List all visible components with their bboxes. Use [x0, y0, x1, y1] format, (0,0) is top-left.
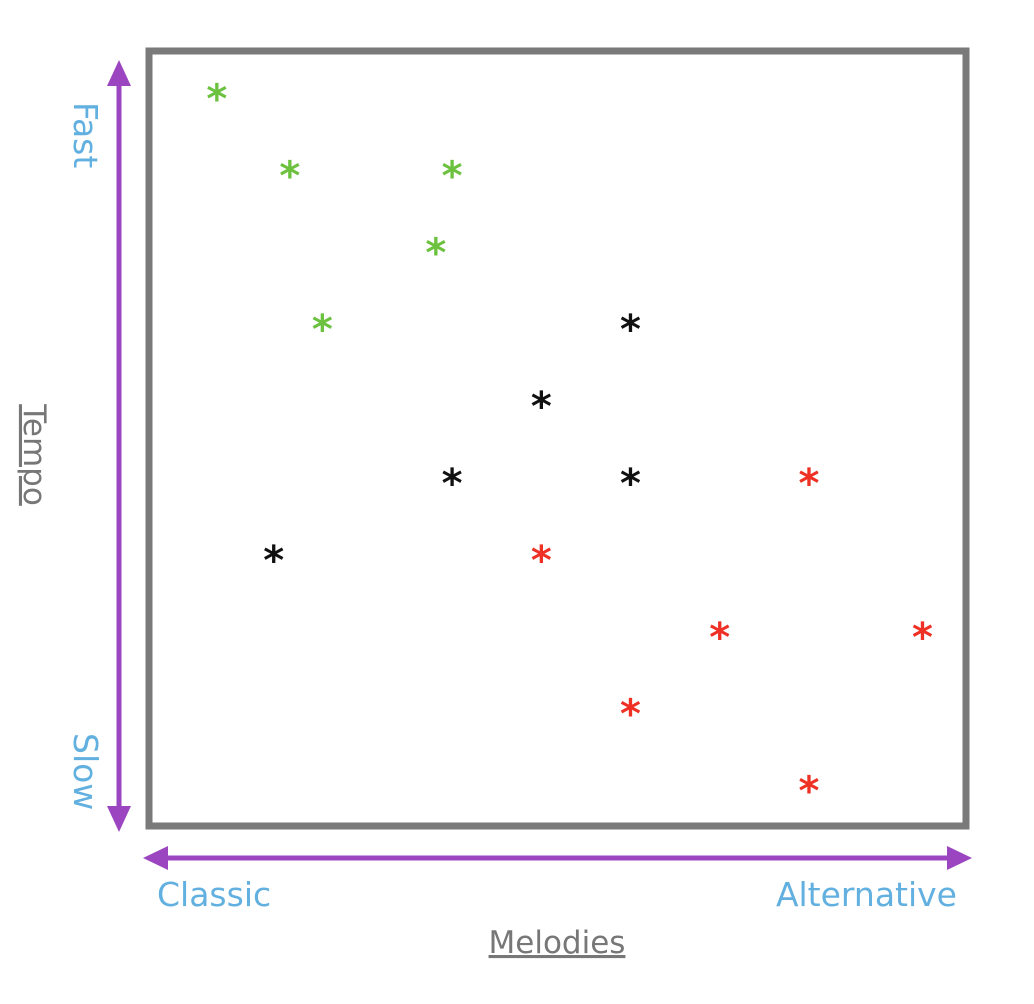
- x-high-label: Alternative: [776, 875, 957, 914]
- data-point: *: [620, 461, 641, 507]
- x-axis-title: Melodies: [489, 925, 626, 961]
- data-point: *: [798, 461, 819, 507]
- data-point: *: [620, 692, 641, 738]
- data-point: *: [798, 769, 819, 815]
- data-point: *: [442, 153, 463, 199]
- y-high-label: Fast: [66, 102, 105, 168]
- data-point: *: [531, 538, 552, 584]
- data-point: *: [263, 538, 284, 584]
- data-point: *: [312, 307, 333, 353]
- data-point: *: [206, 76, 227, 122]
- y-low-label: Slow: [66, 733, 105, 810]
- data-point: *: [279, 153, 300, 199]
- x-axis-arrow-head-left: [143, 846, 168, 870]
- data-point: *: [425, 230, 446, 276]
- y-axis-arrow-head-bottom: [107, 806, 131, 832]
- y-axis-title: Tempo: [16, 403, 52, 506]
- x-low-label: Classic: [157, 875, 271, 914]
- data-points: * * * * * * * * * * * * * * * *: [206, 76, 933, 814]
- data-point: *: [531, 384, 552, 430]
- x-axis-arrow-head-right: [947, 846, 972, 870]
- plot-frame: [145, 47, 970, 830]
- data-point: *: [442, 461, 463, 507]
- data-point: *: [620, 307, 641, 353]
- data-point: *: [709, 615, 730, 661]
- y-axis-arrow-head-top: [107, 60, 131, 86]
- data-point: *: [912, 615, 933, 661]
